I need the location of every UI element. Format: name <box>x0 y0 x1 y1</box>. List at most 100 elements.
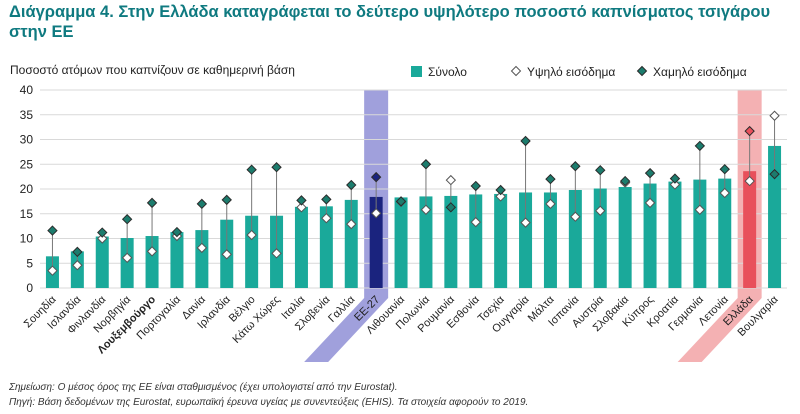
legend-label-low: Χαμηλό εισόδημα <box>653 65 747 79</box>
high-income-marker <box>520 217 531 228</box>
legend-label-high: Υψηλό εισόδημα <box>527 65 615 79</box>
high-income-marker <box>221 249 232 260</box>
low-income-marker <box>545 173 556 185</box>
low-income-marker <box>221 194 232 206</box>
low-income-marker <box>271 162 282 173</box>
bar <box>294 206 308 288</box>
bar <box>668 181 682 288</box>
low-income-marker <box>370 171 382 183</box>
high-income-marker <box>495 191 506 202</box>
high-income-marker <box>744 175 755 187</box>
bar <box>319 206 333 288</box>
bar <box>444 195 458 288</box>
low-income-marker <box>296 195 307 206</box>
bar <box>568 189 582 288</box>
low-income-marker <box>321 194 332 205</box>
high-income-marker <box>296 202 307 213</box>
high-income-marker <box>271 248 282 259</box>
bar <box>543 192 557 288</box>
y-tick-label: 0 <box>26 281 33 295</box>
eu-highlight-band <box>304 90 389 362</box>
low-income-marker <box>669 173 681 184</box>
y-axis-label: Ποσοστό ατόμων που καπνίζουν σε καθημερι… <box>10 63 295 77</box>
low-income-marker <box>420 159 432 170</box>
low-income-marker <box>719 163 730 175</box>
low-income-marker <box>619 175 631 187</box>
bar <box>618 187 632 288</box>
low-income-marker <box>72 246 83 258</box>
high-income-marker <box>72 260 83 271</box>
legend-label-total: Σύνολο <box>428 65 467 79</box>
low-income-marker <box>520 135 531 147</box>
high-income-marker <box>196 242 208 254</box>
low-income-marker <box>246 164 257 175</box>
chart-title: Διάγραμμα 4. Στην Ελλάδα καταγράφεται το… <box>9 3 771 41</box>
high-income-marker <box>346 218 357 230</box>
y-tick-label: 40 <box>20 83 34 97</box>
bar <box>369 196 383 288</box>
source-note: Πηγή: Βάση δεδομένων της Eurostat, ευρωπ… <box>9 397 529 408</box>
bar <box>519 192 533 288</box>
low-income-marker <box>769 168 780 180</box>
bar <box>768 145 782 288</box>
bar <box>394 197 408 288</box>
bar <box>419 196 433 288</box>
income-range-lines <box>51 115 776 271</box>
low-income-marker <box>395 196 407 207</box>
high-income-marker <box>595 205 606 216</box>
low-income-marker <box>97 227 108 238</box>
y-gridlines <box>40 89 787 289</box>
bar <box>469 194 483 288</box>
high-income-marker <box>146 246 158 257</box>
high-income-marker <box>47 265 58 276</box>
high-income-marker <box>694 204 706 215</box>
bar <box>170 232 184 288</box>
y-tick-label: 10 <box>20 232 34 246</box>
bar <box>145 236 159 288</box>
y-tick-label: 20 <box>20 182 34 196</box>
bars <box>45 145 782 288</box>
high-income-marker <box>445 174 457 186</box>
y-tick-label: 15 <box>20 207 34 221</box>
high-income-marker <box>420 204 432 215</box>
high-income-marker <box>669 179 681 190</box>
high-income-marker <box>545 198 556 210</box>
bar <box>344 199 358 288</box>
y-tick-label: 25 <box>20 157 34 171</box>
high-income-marker <box>246 229 257 241</box>
footnote: Σημείωση: Ο μέσος όρος της ΕΕ είναι σταθ… <box>9 382 398 393</box>
bar <box>195 230 209 288</box>
income-markers <box>47 110 780 276</box>
low-income-marker <box>121 213 133 225</box>
legend-marker-high <box>510 65 522 77</box>
greece-highlight-band <box>677 90 762 362</box>
high-income-marker <box>370 208 382 219</box>
legend-marker-low <box>636 65 648 77</box>
bar <box>643 183 657 288</box>
bar <box>743 171 757 288</box>
high-income-marker <box>121 252 133 264</box>
low-income-marker <box>171 226 183 238</box>
low-income-marker <box>445 202 457 213</box>
low-income-marker <box>694 140 706 152</box>
low-income-marker <box>47 225 58 236</box>
y-tick-label: 35 <box>20 108 34 122</box>
high-income-marker <box>769 110 780 121</box>
low-income-marker <box>146 197 158 209</box>
low-income-marker <box>346 179 357 191</box>
bar <box>95 236 109 288</box>
legend-swatch-total <box>411 66 422 77</box>
high-income-marker <box>321 212 332 224</box>
x-tick-labels: ΣουηδίαΙσλανδίαΦινλανδίαΝορβηγίαΛουξεμβο… <box>22 293 781 356</box>
low-income-marker <box>570 161 581 172</box>
bar <box>718 178 732 288</box>
low-income-marker <box>644 167 656 179</box>
highlight-bands <box>304 90 762 362</box>
low-income-marker <box>196 198 208 210</box>
bar <box>693 179 707 288</box>
high-income-marker <box>570 211 581 222</box>
legend: Σύνολο Υψηλό εισόδημα Χαμηλό εισόδημα <box>411 65 747 79</box>
high-income-marker <box>97 233 108 244</box>
y-tick-label: 5 <box>26 256 33 270</box>
